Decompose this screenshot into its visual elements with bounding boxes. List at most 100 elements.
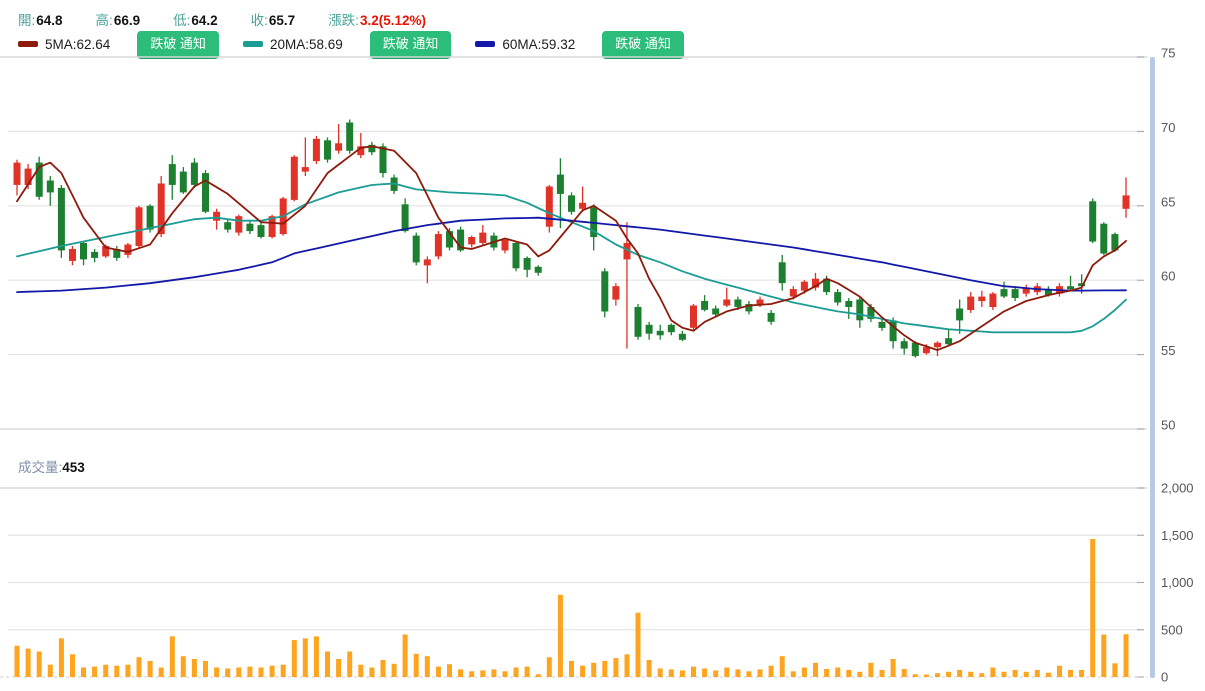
ma20-line [16, 182, 1127, 334]
quote-change-value: 3.2(5.12%) [359, 13, 426, 28]
candle-body [778, 262, 786, 284]
ma5-breach-notify-button[interactable]: 跌破 通知 [137, 31, 219, 57]
volume-bar [1079, 669, 1085, 677]
candle-body [812, 278, 819, 288]
volume-bar [269, 665, 275, 677]
volume-bar [1045, 672, 1051, 677]
candle-body [46, 180, 54, 193]
candle-body [368, 144, 376, 153]
volume-bar [103, 664, 109, 677]
candle-body [723, 299, 731, 306]
candle-body [1022, 287, 1030, 294]
volume-bar [679, 670, 685, 677]
volume-bar [535, 674, 541, 677]
svg-text:55: 55 [1161, 343, 1175, 358]
quote-change: 漲跌: 3.2(5.12%) [328, 9, 426, 29]
volume-bar [513, 667, 519, 677]
volume-bar [635, 612, 641, 677]
volume-bar [1057, 665, 1062, 677]
candle-body [113, 249, 121, 258]
volume-bars-layer [14, 539, 1129, 677]
candle-body [1100, 223, 1108, 254]
volume-bar [502, 671, 508, 677]
volume-bar [1101, 634, 1107, 677]
volume-bar [901, 669, 907, 677]
volume-bar [302, 638, 308, 677]
ma20-breach-notify-button[interactable]: 跌破 通知 [369, 31, 452, 57]
ma20-dash-icon [242, 41, 263, 47]
ma60-breach-notify-button[interactable]: 跌破 通知 [602, 31, 684, 57]
volume-bar [203, 660, 208, 677]
volume-bar [158, 667, 164, 677]
volume-bar [402, 634, 408, 677]
candle-body [1111, 234, 1119, 251]
volume-bar [557, 594, 563, 677]
volume-bar [280, 664, 286, 677]
grid-layer [0, 56, 1147, 678]
volume-bar [801, 667, 807, 677]
vertical-scrollbar[interactable] [1150, 57, 1155, 678]
volume-bar [524, 666, 530, 677]
volume-bar [702, 668, 708, 677]
svg-text:60: 60 [1161, 269, 1175, 284]
candle-body [235, 216, 243, 233]
volume-bar [347, 651, 353, 677]
candle-body [24, 168, 32, 185]
volume-bar [602, 660, 608, 677]
volume-bar [291, 640, 297, 677]
volume-bar [325, 651, 330, 677]
volume-bar [424, 656, 430, 677]
candle-body [69, 249, 76, 261]
candle-body [423, 259, 431, 266]
candle-body [967, 296, 975, 310]
candle-body [91, 251, 99, 258]
candle-body [579, 202, 587, 209]
candles-layer [13, 119, 1130, 358]
volume-bar [358, 664, 364, 677]
candle-body [146, 205, 154, 230]
candle-body [845, 301, 853, 307]
volume-bar [957, 669, 963, 677]
volume-bar [979, 673, 985, 677]
volume-bar [1112, 663, 1118, 677]
volume-bar [879, 669, 885, 677]
svg-text:50: 50 [1161, 418, 1175, 433]
volume-value: 453 [62, 460, 85, 475]
candle-body [690, 305, 697, 328]
volume-bar [369, 667, 375, 677]
volume-header: 成交量:453 [18, 456, 85, 476]
quote-close-value: 65.7 [268, 13, 296, 28]
volume-bar [469, 671, 475, 677]
candle-body [800, 281, 808, 291]
candle-body [301, 167, 309, 172]
volume-bar [47, 664, 53, 677]
svg-text:70: 70 [1161, 120, 1175, 135]
candle-body [202, 173, 209, 212]
volume-bar [313, 636, 319, 677]
candle-body [934, 342, 941, 348]
volume-bar [713, 670, 719, 677]
volume-bar [591, 662, 597, 677]
candle-body [446, 231, 453, 248]
volume-bar [613, 658, 619, 677]
volume-bar [935, 673, 940, 677]
quote-row: 開: 64.8 高: 66.9 低: 64.2 收: 65.7 漲跌: 3.2(5.12%… [18, 9, 426, 29]
volume-bar [1068, 669, 1073, 677]
candle-body [922, 347, 930, 354]
candle-body [767, 312, 775, 322]
volume-bar [491, 669, 497, 677]
candle-body [168, 164, 176, 185]
volume-bar [258, 667, 264, 677]
candle-body [956, 308, 964, 321]
volume-bar [480, 670, 486, 677]
ma60-legend-label: 60MA:59.32 [502, 36, 576, 52]
ma5-line [16, 145, 1127, 351]
volume-bar [81, 667, 86, 677]
volume-bar [247, 666, 253, 677]
volume-bar [1034, 669, 1040, 677]
volume-bar [668, 669, 674, 677]
candle-body [1122, 195, 1130, 209]
candle-body [1011, 289, 1019, 298]
volume-bar [824, 669, 830, 677]
